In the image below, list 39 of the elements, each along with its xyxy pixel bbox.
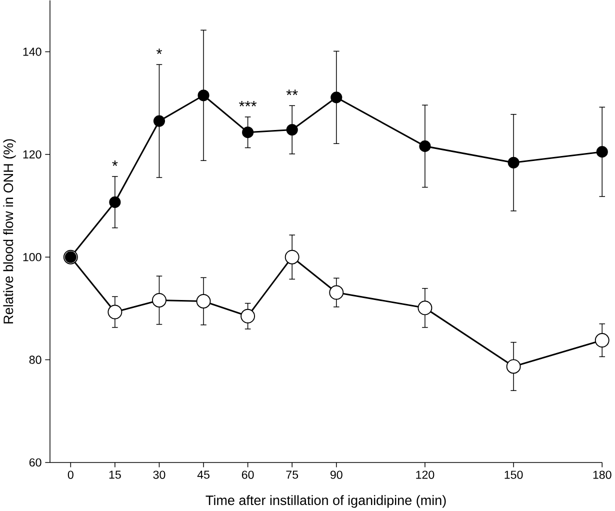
point (109, 196, 121, 208)
point (196, 294, 211, 309)
point (506, 359, 521, 374)
y-tick-label: 100 (23, 253, 42, 262)
point (594, 333, 610, 348)
point (198, 90, 210, 102)
annotation: * (112, 160, 118, 166)
y-axis-title: Relative blood flow in ONH (%) (3, 139, 16, 324)
point (329, 285, 344, 300)
point (108, 304, 122, 320)
point (242, 126, 254, 138)
x-tick-label: 30 (153, 470, 166, 479)
x-tick-label: 0 (68, 470, 74, 479)
y-tick-label: 140 (23, 48, 42, 56)
annotation: ** (286, 90, 298, 96)
y-tick-label: 60 (29, 458, 42, 467)
annotation: * (156, 48, 162, 54)
point (284, 250, 300, 264)
x-tick-label: 60 (242, 470, 254, 479)
point (153, 115, 166, 127)
point (419, 140, 431, 152)
x-tick-label: 45 (197, 470, 210, 479)
point (418, 300, 432, 316)
annotation: *** (239, 100, 257, 106)
x-tick-label: 90 (330, 470, 342, 479)
x-tick-label: 150 (504, 470, 523, 479)
x-tick-label: 180 (593, 470, 612, 479)
y-tick-label: 80 (29, 356, 42, 364)
x-axis-title: Time after instillation of iganidipine (min) (206, 495, 446, 508)
y-tick-label: 120 (23, 150, 42, 159)
point (596, 146, 608, 158)
point (508, 156, 520, 168)
x-tick-label: 75 (286, 470, 298, 479)
point (330, 92, 342, 104)
point (152, 293, 166, 308)
x-tick-label: 120 (416, 470, 434, 479)
point (286, 124, 298, 136)
point (240, 308, 256, 324)
x-tick-label: 15 (109, 470, 121, 479)
